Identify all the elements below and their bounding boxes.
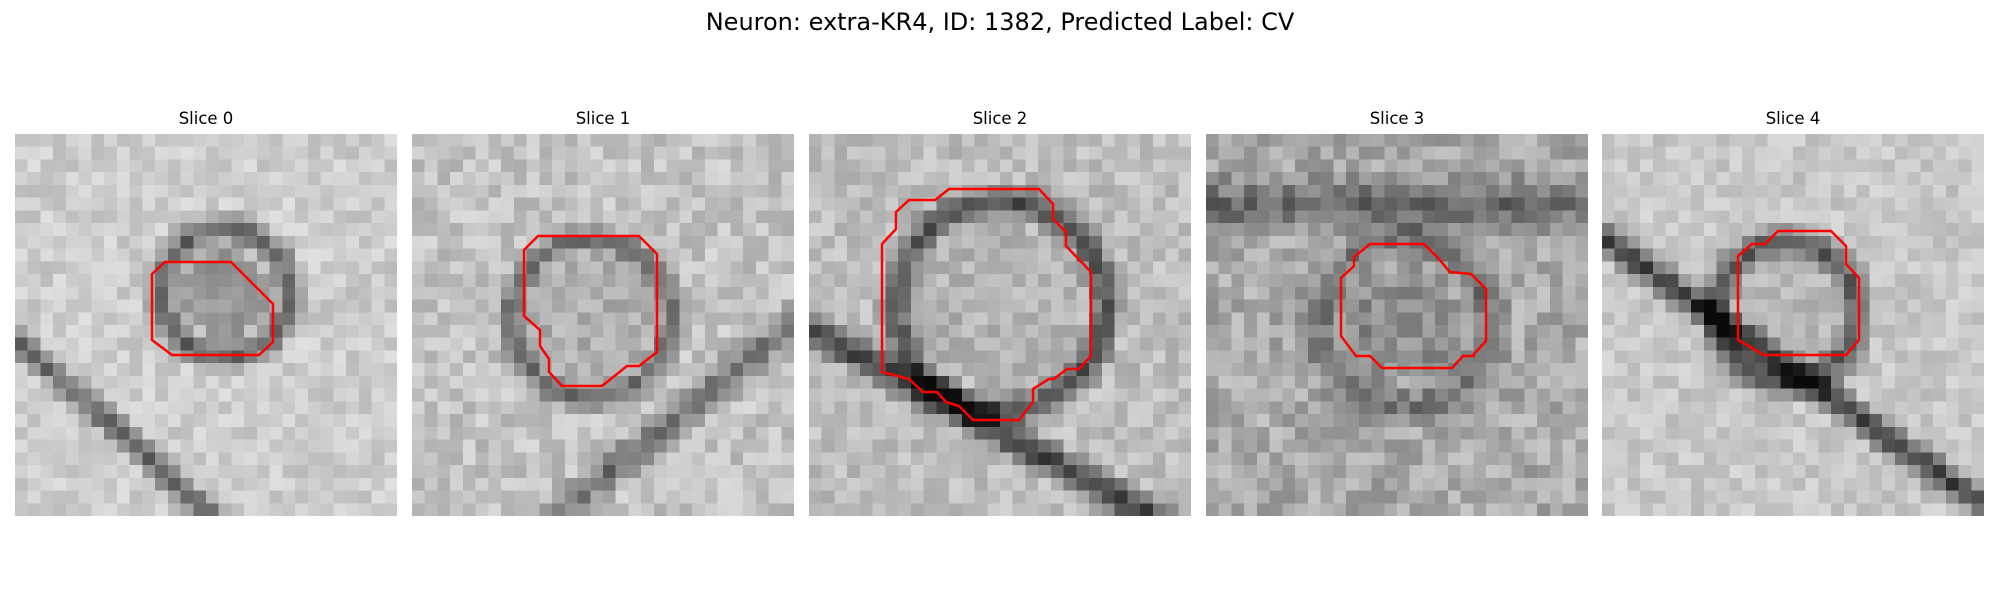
slice-pixels-1 [412, 134, 794, 516]
slice-image-2 [809, 134, 1191, 516]
slice-image-0 [15, 134, 397, 516]
slice-pixels-3 [1206, 134, 1588, 516]
slice-pixels-0 [15, 134, 397, 516]
roi-contour-4 [1736, 229, 1861, 357]
slice-pixels-2 [809, 134, 1191, 516]
roi-contour-1 [522, 234, 659, 388]
roi-contour-2 [880, 187, 1093, 422]
figure-title: Neuron: extra-KR4, ID: 1382, Predicted L… [705, 8, 1295, 36]
slice-title-1: Slice 1 [575, 109, 631, 128]
slice-pixels-4 [1602, 134, 1984, 516]
slice-image-4 [1602, 134, 1984, 516]
slice-image-1 [412, 134, 794, 516]
slice-title-4: Slice 4 [1765, 109, 1821, 128]
slice-title-2: Slice 2 [972, 109, 1028, 128]
slice-title-0: Slice 0 [178, 109, 234, 128]
roi-contour-3 [1339, 242, 1488, 370]
slice-title-3: Slice 3 [1369, 109, 1425, 128]
slice-image-3 [1206, 134, 1588, 516]
roi-contour-0 [150, 260, 275, 357]
